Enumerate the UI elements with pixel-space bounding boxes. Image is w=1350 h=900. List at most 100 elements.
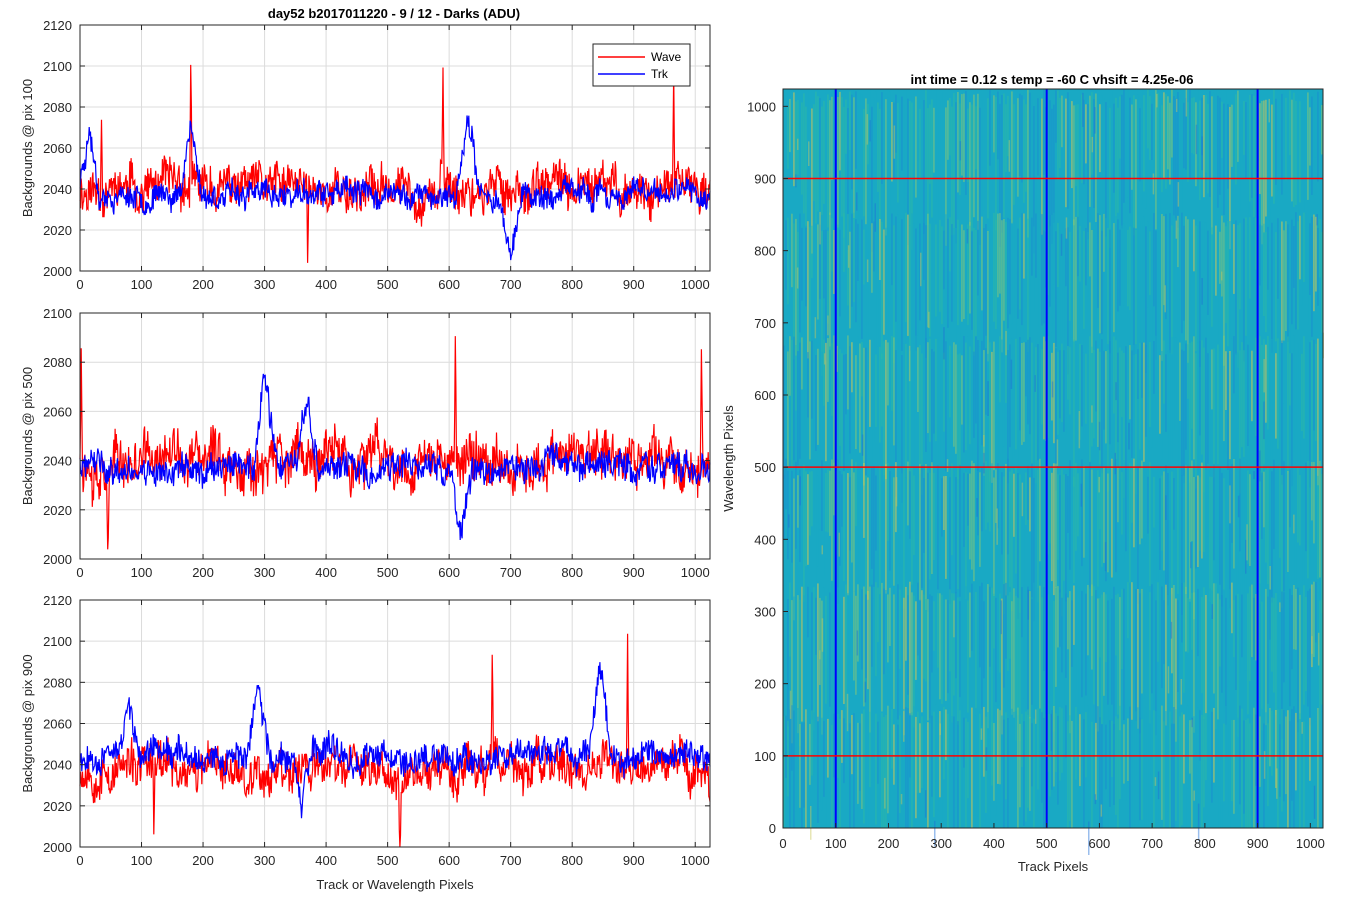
heatmap-cell xyxy=(891,594,893,720)
heatmap-cell xyxy=(1119,229,1121,306)
heatmap-cell xyxy=(1321,599,1323,705)
x-tick-label: 0 xyxy=(779,836,786,851)
heatmap-cell xyxy=(945,709,947,761)
heatmap-cell xyxy=(833,93,835,168)
y-tick-label: 2080 xyxy=(43,675,72,690)
heatmap-cell xyxy=(1055,90,1057,143)
heatmap-cell xyxy=(939,219,941,312)
heatmap-cell xyxy=(941,718,943,828)
heatmap-cell xyxy=(1279,724,1281,797)
heatmap-cell xyxy=(807,586,809,638)
heatmap-cell xyxy=(987,353,989,440)
heatmap-cell xyxy=(1205,337,1207,470)
heatmap-cell xyxy=(933,711,935,818)
heatmap-cell xyxy=(1089,336,1091,463)
heatmap-cell xyxy=(1269,224,1271,323)
heatmap-cell xyxy=(877,346,879,439)
heatmap-cell xyxy=(793,223,795,360)
axes-frame xyxy=(782,88,1324,829)
heatmap-cell xyxy=(1035,460,1037,595)
heatmap-cell xyxy=(1135,229,1137,345)
heatmap-cell xyxy=(1237,470,1239,585)
heatmap-cell xyxy=(853,591,855,681)
heatmap-cell xyxy=(1107,473,1109,573)
heatmap-cell xyxy=(839,597,841,687)
heatmap-cell xyxy=(827,231,829,324)
heatmap-cell xyxy=(879,346,881,443)
heatmap-cell xyxy=(1231,215,1233,281)
heatmap-cell xyxy=(1005,221,1007,356)
heatmap-cell xyxy=(1067,346,1069,400)
x-tick-label: 900 xyxy=(623,853,645,868)
heatmap-speck xyxy=(846,693,849,732)
heatmap-cell xyxy=(1149,96,1151,160)
heatmap-cell xyxy=(1249,94,1251,202)
heatmap-cell xyxy=(809,98,811,156)
heatmap-cell xyxy=(793,710,795,828)
heatmap-speck xyxy=(1078,411,1081,449)
heatmap-cell xyxy=(913,94,915,205)
heatmap-cell xyxy=(1147,476,1149,534)
heatmap-cell xyxy=(1195,591,1197,671)
heatmap-cell xyxy=(1083,352,1085,429)
x-tick-label: 300 xyxy=(930,836,952,851)
heatmap-cell xyxy=(1287,598,1289,737)
heatmap-cell xyxy=(1011,91,1013,224)
y-tick-label: 2100 xyxy=(43,634,72,649)
heatmap-cell xyxy=(877,721,879,784)
heatmap-cell xyxy=(785,337,787,399)
heatmap-cell xyxy=(975,592,977,709)
heatmap-cell xyxy=(963,230,965,320)
heatmap-cell xyxy=(1259,471,1261,604)
heatmap-cell xyxy=(1149,462,1151,586)
heatmap-cell xyxy=(1009,344,1011,448)
heatmap-cell xyxy=(1061,469,1063,617)
heatmap-cell xyxy=(1127,91,1129,198)
heatmap-cell xyxy=(1175,98,1177,231)
heatmap-cell xyxy=(955,227,957,375)
heatmap-cell xyxy=(1171,337,1173,462)
heatmap-cell xyxy=(1217,719,1219,828)
heatmap-cell xyxy=(1171,89,1173,158)
heatmap-cell xyxy=(1301,95,1303,185)
heatmap-cell xyxy=(1085,712,1087,778)
y-tick-label: 2060 xyxy=(43,141,72,156)
heatmap-cell xyxy=(1079,343,1081,440)
heatmap-cell xyxy=(1087,584,1089,656)
heatmap-cell xyxy=(859,343,861,453)
heatmap-cell xyxy=(1207,465,1209,537)
heatmap-cell xyxy=(1195,353,1197,489)
heatmap-cell xyxy=(973,94,975,218)
heatmap-cell xyxy=(965,91,967,195)
heatmap-cell xyxy=(1195,476,1197,569)
heatmap-cell xyxy=(953,716,955,828)
heatmap-cell xyxy=(1297,221,1299,330)
heatmap-cell xyxy=(865,712,867,828)
heatmap-cell xyxy=(1217,344,1219,465)
heatmap-cell xyxy=(865,475,867,594)
heatmap-cell xyxy=(863,229,865,285)
heatmap-cell xyxy=(1297,466,1299,543)
heatmap-cell xyxy=(1251,220,1253,351)
heatmap-cell xyxy=(815,91,817,224)
heatmap-cell xyxy=(1065,351,1067,435)
heatmap-cell xyxy=(787,720,789,797)
heatmap-cell xyxy=(967,336,969,433)
heatmap-cell xyxy=(1155,230,1157,360)
heatmap-cell xyxy=(1315,216,1317,292)
heatmap-cell xyxy=(855,462,857,527)
heatmap-cell xyxy=(879,716,881,828)
heatmap-speck xyxy=(847,245,850,268)
heatmap-cell xyxy=(989,470,991,532)
heatmap-cell xyxy=(1069,347,1071,415)
heatmap-cell xyxy=(1253,337,1255,449)
heatmap-cell xyxy=(1205,713,1207,781)
heatmap-cell xyxy=(1201,714,1203,828)
heatmap-cell xyxy=(979,713,981,828)
heatmap-cell xyxy=(1105,594,1107,663)
heatmap-speck xyxy=(808,141,810,166)
heatmap-cell xyxy=(995,469,997,523)
heatmap-cell xyxy=(937,593,939,668)
heatmap-cell xyxy=(877,219,879,356)
y-tick-label: 2060 xyxy=(43,404,72,419)
